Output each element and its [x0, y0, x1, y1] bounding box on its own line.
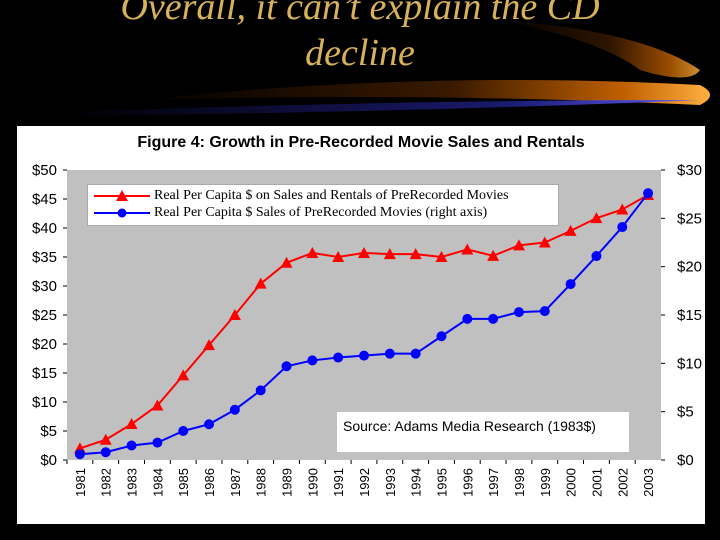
legend-item-sales-only: Real Per Capita $ Sales of PreRecorded M…: [94, 204, 487, 222]
left-axis-tick-label: $10: [32, 394, 57, 411]
x-axis-tick-label: 1987: [228, 468, 243, 497]
series-2-point: [488, 313, 499, 324]
left-axis-tick-label: $30: [32, 278, 57, 295]
series-2-point: [255, 385, 266, 396]
x-axis-tick-label: 1981: [73, 468, 88, 497]
x-axis-tick-label: 1992: [357, 468, 372, 497]
x-axis-tick-label: 1989: [280, 468, 295, 497]
series-2-point: [513, 307, 524, 318]
figure-title: Figure 4: Growth in Pre-Recorded Movie S…: [137, 134, 585, 151]
x-axis-tick-label: 1997: [486, 468, 501, 497]
legend-label-sales-rentals: Real Per Capita $ on Sales and Rentals o…: [154, 188, 509, 203]
x-axis-tick-label: 1994: [409, 468, 424, 497]
series-1-point: [435, 251, 448, 262]
series-2-point: [204, 419, 215, 430]
x-axis-tick-label: 1988: [254, 468, 269, 497]
series-1-point: [564, 224, 577, 236]
series-1-point: [280, 256, 293, 268]
decorative-swoosh: [60, 20, 710, 116]
x-axis-tick-label: 1998: [512, 468, 527, 497]
series-1-point: [616, 203, 629, 215]
x-axis-tick-label: 1985: [176, 468, 191, 497]
series-2-point: [539, 306, 550, 317]
series-2-point: [74, 449, 85, 460]
x-axis-tick-label: 2003: [641, 468, 656, 497]
series-2-point: [643, 188, 654, 199]
slide-title-line2: decline: [305, 32, 415, 74]
left-axis-tick-label: $25: [32, 307, 57, 324]
slide-title: Overall, it can’t explain the CD decline: [0, 0, 720, 76]
series-2-point: [229, 404, 240, 415]
series-1-point: [590, 212, 603, 224]
series-1-point: [177, 369, 190, 381]
series-2-point: [359, 350, 369, 361]
slide-title-line1: Overall, it can’t explain the CD: [120, 0, 600, 28]
series-2-point: [591, 251, 602, 262]
left-axis-tick-label: $45: [32, 191, 57, 208]
right-axis-tick-label: $5: [677, 404, 694, 421]
series-2-point: [126, 440, 137, 451]
series-1-point: [203, 339, 216, 351]
legend-item-sales-rentals: Real Per Capita $ on Sales and Rentals o…: [94, 187, 509, 205]
series-1-point: [461, 243, 474, 255]
left-axis-tick-label: $50: [32, 162, 57, 179]
series-1-point: [538, 236, 551, 248]
series-2-point: [462, 313, 473, 324]
series-2-point: [333, 352, 344, 363]
series-2-point: [178, 426, 189, 436]
triangle-marker-icon: [94, 190, 150, 201]
x-axis-tick-label: 1996: [460, 468, 475, 497]
x-axis-tick-label: 1995: [434, 468, 449, 497]
circle-marker-icon: [94, 208, 150, 218]
series-1-point: [99, 433, 112, 445]
right-axis-tick-label: $0: [677, 452, 694, 469]
x-axis-tick-label: 1986: [202, 468, 217, 497]
series-2-point: [152, 437, 163, 448]
x-axis-tick-label: 1984: [150, 468, 165, 497]
series-1-point: [358, 246, 370, 258]
left-axis-tick-label: $20: [32, 336, 57, 353]
right-axis-tick-label: $30: [677, 162, 702, 179]
x-axis-tick-label: 1982: [99, 468, 114, 497]
series-1-point: [332, 251, 345, 262]
series-1-point: [254, 277, 267, 289]
series-2-point: [281, 361, 292, 372]
series-1-point: [383, 248, 396, 260]
figure-panel: Figure 4: Growth in Pre-Recorded Movie S…: [17, 126, 705, 524]
series-1-point: [306, 246, 319, 258]
series-2-point: [617, 222, 628, 233]
series-2-point: [436, 331, 447, 342]
x-axis-tick-label: 1990: [305, 468, 320, 497]
series-1-point: [409, 248, 422, 260]
x-axis-tick-label: 1991: [331, 468, 346, 497]
right-axis-tick-label: $25: [677, 210, 702, 227]
right-axis-tick-label: $10: [677, 355, 702, 372]
series-1-point: [228, 309, 241, 320]
series-2-point: [100, 447, 111, 458]
left-axis-tick-label: $5: [40, 423, 57, 440]
series-2-point: [410, 348, 421, 359]
series-2-point: [307, 355, 318, 366]
series-1-point: [125, 418, 138, 430]
x-axis-tick-label: 1999: [538, 468, 553, 497]
series-1-point: [151, 399, 164, 411]
right-axis-tick-label: $20: [677, 259, 702, 276]
x-axis-tick-label: 1983: [125, 468, 140, 497]
x-axis-tick-label: 2002: [615, 468, 630, 497]
source-note: Source: Adams Media Research (1983$): [337, 412, 629, 452]
chart-legend: Real Per Capita $ on Sales and Rentals o…: [87, 184, 559, 226]
left-axis-tick-label: $0: [40, 452, 57, 469]
series-1-point: [487, 249, 500, 261]
x-axis-tick-label: 2000: [564, 468, 579, 497]
left-axis-tick-label: $40: [32, 220, 57, 237]
left-axis-tick-label: $15: [32, 365, 57, 382]
left-axis-tick-label: $35: [32, 249, 57, 266]
x-axis-tick-label: 1993: [383, 468, 398, 497]
legend-label-sales-only: Real Per Capita $ Sales of PreRecorded M…: [154, 205, 488, 220]
right-axis-tick-label: $15: [677, 307, 702, 324]
series-1-point: [512, 239, 525, 251]
series-2-point: [565, 279, 576, 290]
series-2-point: [384, 348, 395, 359]
x-axis-tick-label: 2001: [589, 468, 604, 497]
